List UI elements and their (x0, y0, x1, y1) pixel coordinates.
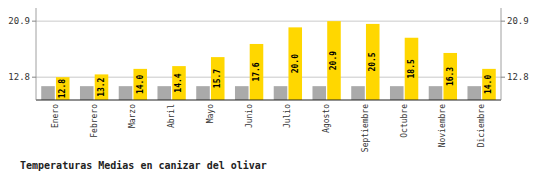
bar (366, 24, 380, 100)
bar (133, 69, 147, 100)
bar (288, 27, 302, 100)
bar (467, 86, 481, 100)
data-label: 20.0 (291, 54, 300, 73)
bar (405, 38, 419, 100)
bar (482, 69, 496, 100)
x-tick-label: Enero (51, 104, 60, 128)
bar (95, 74, 109, 100)
x-tick-label: Julio (283, 104, 292, 128)
bar (172, 66, 186, 100)
x-tick-label: Junio (245, 104, 254, 128)
data-label: 14.4 (174, 73, 183, 92)
y-tick (32, 21, 36, 22)
data-label: 16.3 (446, 67, 455, 86)
bar (211, 57, 225, 100)
bar (327, 21, 341, 100)
x-tick-label: Noviembre (438, 104, 447, 148)
title: Temperaturas Medias en canizar del oliva… (20, 160, 267, 171)
data-label: 15.7 (213, 69, 222, 88)
x-tick-label: Octubre (400, 104, 409, 138)
data-label: 20.9 (329, 51, 338, 70)
bar (80, 86, 94, 100)
y2-tick (501, 21, 505, 22)
y-tick-label: 12.8 (8, 72, 30, 82)
bar (41, 86, 55, 100)
y-axis-line (36, 8, 37, 100)
y-tick-label: 20.9 (8, 16, 30, 26)
grid-line (36, 21, 501, 22)
x-tick-label: Abril (167, 104, 176, 128)
x-tick-label: Diciembre (477, 104, 486, 148)
bar (56, 77, 70, 100)
bar (312, 86, 326, 100)
bar (235, 86, 249, 100)
y-tick (32, 77, 36, 78)
x-tick-label: Septiembre (361, 104, 370, 152)
y2-tick (501, 77, 505, 78)
data-label: 14.0 (136, 75, 145, 94)
y2-axis-line (501, 8, 502, 100)
bar (157, 86, 171, 100)
y2-tick-label: 20.9 (507, 16, 529, 26)
x-tick-label: Agosto (322, 104, 331, 133)
bar (429, 86, 443, 100)
x-axis-line (36, 99, 501, 100)
data-label: 20.5 (368, 52, 377, 71)
data-label: 18.5 (407, 59, 416, 78)
bar (250, 44, 264, 100)
data-label: 12.8 (58, 79, 67, 98)
x-tick-label: Marzo (128, 104, 137, 128)
bar (351, 86, 365, 100)
y2-tick-label: 12.8 (507, 72, 529, 82)
x-tick-label: Mayo (206, 104, 215, 123)
chart: 12.8 12.8 20.9 20.9 12.8 13.2 14.0 14.4 15.7 17.6… (0, 0, 537, 174)
bar (443, 53, 457, 100)
data-label: 13.2 (97, 77, 106, 96)
data-label: 17.6 (252, 62, 261, 81)
x-tick-label: Febrero (90, 104, 99, 138)
bars (41, 21, 496, 100)
bar (274, 86, 288, 100)
bar (390, 86, 404, 100)
bar (196, 86, 210, 100)
data-label: 14.0 (484, 75, 493, 94)
bar (119, 86, 133, 100)
